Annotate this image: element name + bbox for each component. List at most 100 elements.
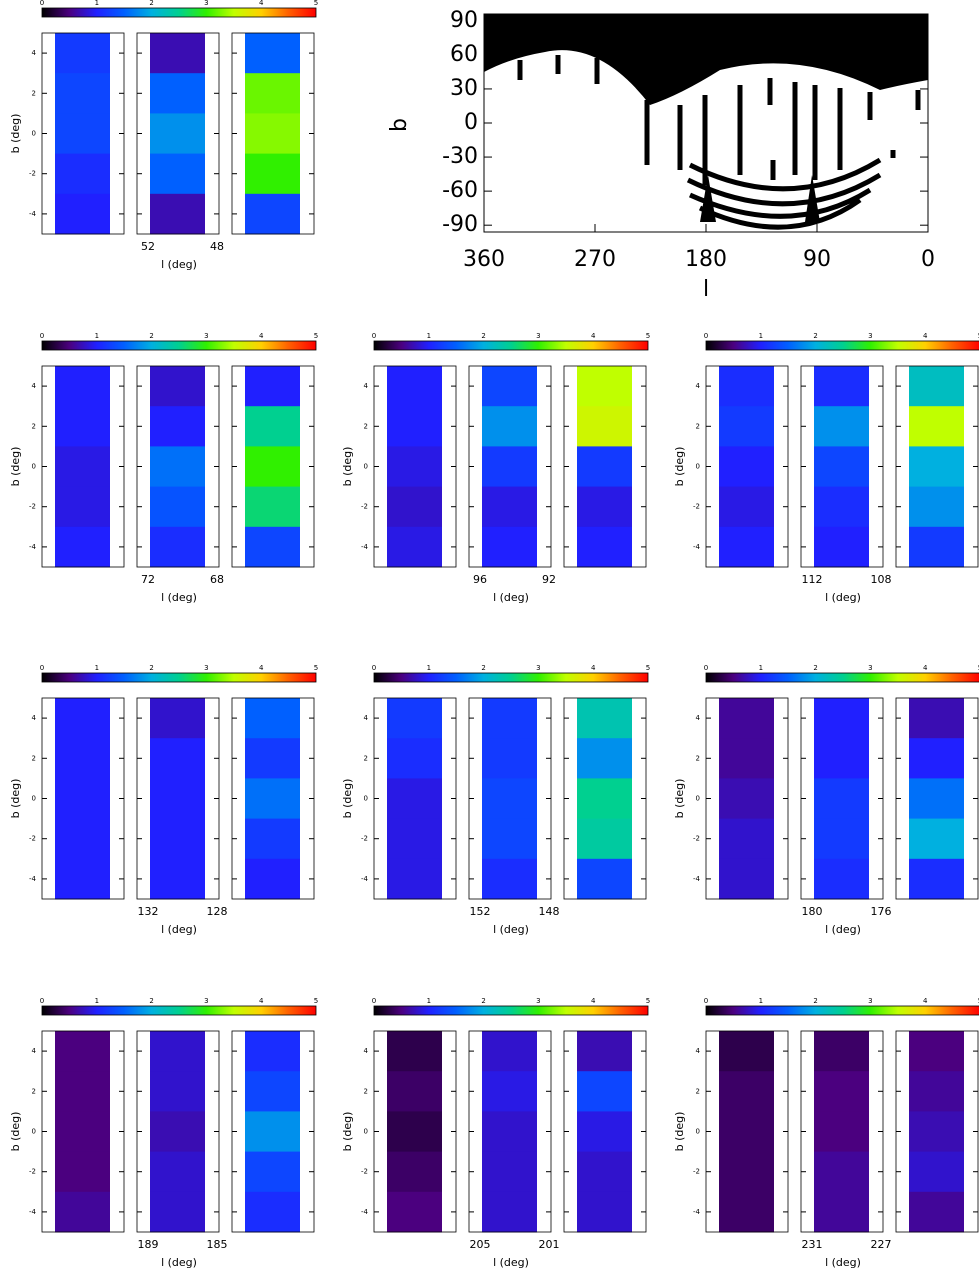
y-tick-label: 2 <box>32 422 36 430</box>
heat-cell <box>55 738 110 779</box>
x-axis-label: l (deg) <box>161 923 197 936</box>
colorbar-tick-label: 5 <box>646 664 650 672</box>
heat-cell <box>909 406 964 447</box>
x-tick-label: 231 <box>802 1238 823 1251</box>
heat-cell <box>55 406 110 447</box>
y-tick-label: 2 <box>32 89 36 97</box>
heat-cell <box>814 446 869 488</box>
heat-cell <box>150 446 205 488</box>
heat-cell <box>55 1111 110 1153</box>
y-axis-label: b (deg) <box>9 447 22 487</box>
y-tick-label: 4 <box>32 714 37 722</box>
y-tick-label: -90 <box>442 212 478 237</box>
heat-cell <box>245 738 300 779</box>
colorbar-tick-label: 0 <box>704 997 708 1005</box>
colorbar-tick-label: 5 <box>978 664 979 672</box>
y-axis-label: b (deg) <box>673 1112 686 1152</box>
heat-cell <box>245 153 300 195</box>
heat-cell <box>245 526 300 568</box>
colorbar <box>705 1005 979 1016</box>
y-tick-label: -4 <box>693 875 701 883</box>
heat-cell <box>719 1111 774 1153</box>
colorbar-tick-label: 0 <box>40 664 44 672</box>
colorbar-tick-label: 1 <box>95 0 99 7</box>
colorbar-tick-label: 0 <box>372 997 376 1005</box>
colorbar-tick-label: 2 <box>149 0 153 7</box>
colorbar-tick-label: 4 <box>591 997 596 1005</box>
heat-cell <box>719 1071 774 1112</box>
heat-cell <box>719 778 774 820</box>
heat-cell <box>245 1031 300 1072</box>
x-tick-label: 270 <box>574 247 616 272</box>
y-tick-label: 0 <box>32 1128 36 1136</box>
heat-cell <box>482 1031 537 1072</box>
y-tick-label: 60 <box>450 42 478 67</box>
y-tick-label: 4 <box>32 1047 37 1055</box>
y-axis-label: b (deg) <box>9 114 22 154</box>
heat-cell <box>150 1031 205 1072</box>
y-tick-label: 0 <box>464 110 478 135</box>
heat-cell <box>245 446 300 488</box>
heat-cell <box>482 858 537 900</box>
y-tick-label: 90 <box>450 8 478 33</box>
colorbar-tick-label: 3 <box>204 0 208 7</box>
heat-cell <box>387 858 442 900</box>
heat-cell <box>577 1071 632 1112</box>
colorbar-tick-label: 3 <box>868 997 872 1005</box>
heat-cell <box>150 73 205 114</box>
y-tick-label: 4 <box>364 1047 369 1055</box>
y-tick-label: 4 <box>364 382 369 390</box>
heat-cell <box>909 818 964 860</box>
y-tick-label: 0 <box>364 1128 368 1136</box>
y-tick-label: 2 <box>32 754 36 762</box>
heat-cell <box>245 113 300 155</box>
colorbar <box>373 340 649 351</box>
y-tick-label: 0 <box>696 463 700 471</box>
heat-cell <box>482 526 537 568</box>
colorbar-tick-label: 0 <box>40 997 44 1005</box>
y-tick-label: -4 <box>361 1208 369 1216</box>
y-tick-label: 0 <box>696 795 700 803</box>
heat-cell <box>719 526 774 568</box>
heat-cell <box>577 406 632 447</box>
heat-cell <box>55 486 110 528</box>
heat-cell <box>577 1151 632 1193</box>
y-tick-label: -4 <box>361 543 369 551</box>
y-tick-label: -60 <box>442 178 478 203</box>
heat-cell <box>482 738 537 779</box>
x-tick-label: 52 <box>141 240 155 253</box>
y-tick-label: -2 <box>29 835 36 843</box>
x-tick-label: 180 <box>802 905 823 918</box>
heat-cell <box>387 738 442 779</box>
heat-cell <box>909 1111 964 1153</box>
y-axis-label: b (deg) <box>673 447 686 487</box>
colorbar-tick-label: 2 <box>813 664 817 672</box>
heat-cell <box>577 1031 632 1072</box>
heat-cell <box>482 1151 537 1193</box>
heat-cell <box>245 818 300 860</box>
y-tick-label: -2 <box>361 1168 368 1176</box>
y-axis-label: b (deg) <box>9 779 22 819</box>
colorbar-tick-label: 4 <box>923 664 928 672</box>
colorbar-tick-label: 3 <box>204 332 208 340</box>
heat-cell <box>150 406 205 447</box>
heat-cell <box>814 858 869 900</box>
x-axis-label: l (deg) <box>825 1256 861 1269</box>
y-tick-label: 2 <box>32 1087 36 1095</box>
heat-cell <box>482 406 537 447</box>
heat-cell <box>55 818 110 860</box>
heat-cell <box>245 778 300 820</box>
heat-cell <box>245 1151 300 1193</box>
heat-cell <box>245 406 300 447</box>
heat-cell <box>55 33 110 74</box>
colorbar-tick-label: 3 <box>868 332 872 340</box>
y-tick-label: 4 <box>696 714 701 722</box>
heat-cell <box>814 1111 869 1153</box>
colorbar-tick-label: 5 <box>314 0 318 7</box>
heat-cell <box>909 738 964 779</box>
x-tick-label: 201 <box>539 1238 560 1251</box>
heat-cell <box>150 778 205 820</box>
x-tick-label: 90 <box>803 247 831 272</box>
heat-cell <box>245 486 300 528</box>
y-axis-label: b (deg) <box>341 779 354 819</box>
